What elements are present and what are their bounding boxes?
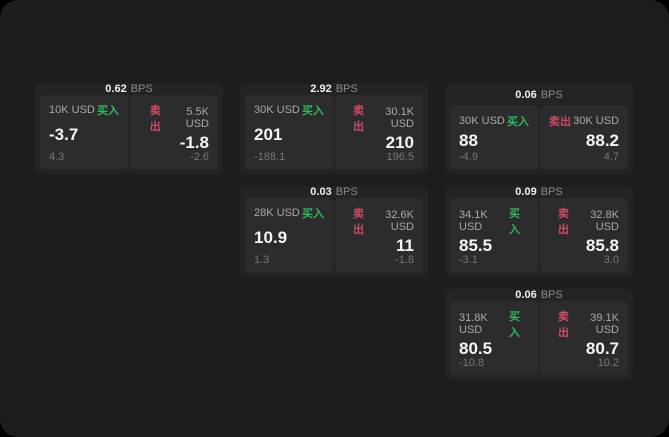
sell-change: 196.5 [386, 151, 414, 163]
sell-change: -1.8 [395, 254, 414, 266]
sell-price: 210 [385, 133, 414, 152]
buy-panel[interactable]: 28K USD 买入 10.9 1.3 [245, 198, 333, 272]
sell-label: 卖出 [557, 208, 569, 236]
spread-header: 0.09 BPS [450, 186, 628, 198]
buy-change: 1.3 [254, 254, 270, 266]
buy-size: 10K USD [49, 104, 95, 116]
sell-panel[interactable]: 卖出 32.8K USD 85.8 3.0 [540, 198, 628, 272]
buy-size: 31.8K USD [459, 312, 488, 336]
spread-header: 2.92 BPS [245, 83, 423, 95]
sell-price: -1.8 [179, 133, 209, 152]
spread-value: 0.62 [105, 83, 127, 95]
spread-header: 0.06 BPS [450, 83, 628, 106]
buy-label: 买入 [302, 105, 324, 117]
quote-card: 0.06 BPS 31.8K USD 买入 80.5 -10.8 卖出 39.1… [445, 289, 633, 380]
sell-price: 80.7 [585, 339, 619, 358]
sell-label: 卖出 [149, 105, 161, 133]
spread-header: 0.62 BPS [40, 83, 218, 95]
sell-size: 5.5K USD [185, 106, 209, 130]
sell-change: 10.2 [597, 357, 619, 369]
buy-change: -3.1 [459, 254, 478, 266]
sell-size: 30K USD [573, 115, 619, 127]
buy-panel[interactable]: 10K USD 买入 -3.7 4.3 [40, 95, 128, 169]
buy-size: 28K USD [254, 207, 300, 219]
quote-card: 0.06 BPS 30K USD 买入 88 -4.9 卖出 30K USD [445, 83, 633, 174]
sell-change: 4.7 [603, 151, 619, 163]
sell-label: 卖出 [557, 311, 569, 339]
sell-panel[interactable]: 卖出 39.1K USD 80.7 10.2 [540, 301, 628, 375]
quote-card: 2.92 BPS 30K USD 买入 201 -188.1 卖出 30.1K … [240, 83, 428, 174]
spread-value: 0.09 [515, 186, 537, 198]
buy-change: -4.9 [459, 151, 478, 163]
sell-size: 39.1K USD [590, 312, 619, 336]
sell-change: 3.0 [603, 254, 619, 266]
buy-change: -10.8 [459, 357, 485, 369]
bps-label: BPS [335, 83, 358, 95]
sell-label: 卖出 [352, 208, 364, 236]
buy-panel[interactable]: 34.1K USD 买入 85.5 -3.1 [450, 198, 538, 272]
buy-label: 买入 [507, 116, 529, 128]
buy-price: 201 [254, 125, 283, 144]
quote-card: 0.62 BPS 10K USD 买入 -3.7 4.3 卖出 5.5K USD [35, 83, 223, 174]
spread-value: 0.03 [310, 186, 332, 198]
bps-label: BPS [335, 186, 358, 198]
quote-grid: 0.62 BPS 10K USD 买入 -3.7 4.3 卖出 5.5K USD [35, 83, 633, 380]
buy-price: 80.5 [459, 339, 493, 358]
bps-label: BPS [540, 88, 563, 101]
buy-panel[interactable]: 30K USD 买入 201 -188.1 [245, 95, 333, 169]
sell-change: -2.6 [190, 151, 209, 163]
sell-price: 85.8 [585, 236, 619, 255]
spread-header: 0.03 BPS [245, 186, 423, 198]
spread-value: 0.06 [515, 88, 537, 101]
sell-panel[interactable]: 卖出 5.5K USD -1.8 -2.6 [130, 95, 218, 169]
sell-panel[interactable]: 卖出 30.1K USD 210 196.5 [335, 95, 423, 169]
buy-price: -3.7 [49, 125, 79, 144]
sell-size: 32.6K USD [385, 209, 414, 233]
buy-price: 88 [459, 130, 478, 150]
sell-size: 32.8K USD [590, 209, 619, 233]
buy-panel[interactable]: 30K USD 买入 88 -4.9 [450, 106, 538, 169]
buy-label: 买入 [302, 208, 324, 220]
spread-value: 2.92 [310, 83, 332, 95]
spread-value: 0.06 [515, 289, 537, 301]
buy-change: -188.1 [254, 151, 286, 163]
bps-label: BPS [130, 83, 153, 95]
sell-panel[interactable]: 卖出 32.6K USD 11 -1.8 [335, 198, 423, 272]
sell-price: 88.2 [585, 130, 619, 150]
bps-label: BPS [540, 289, 563, 301]
quote-card: 0.09 BPS 34.1K USD 买入 85.5 -3.1 卖出 32.8K… [445, 186, 633, 277]
sell-label: 卖出 [352, 105, 364, 133]
sell-price: 11 [396, 236, 414, 255]
bps-label: BPS [540, 186, 563, 198]
buy-size: 30K USD [254, 104, 300, 116]
buy-price: 10.9 [254, 228, 288, 247]
buy-size: 34.1K USD [459, 209, 488, 233]
sell-size: 30.1K USD [385, 106, 414, 130]
buy-label: 买入 [509, 311, 521, 339]
spread-header: 0.06 BPS [450, 289, 628, 301]
sell-panel[interactable]: 卖出 30K USD 88.2 4.7 [540, 106, 628, 169]
buy-label: 买入 [97, 105, 119, 117]
quote-card: 0.03 BPS 28K USD 买入 10.9 1.3 卖出 32.6K US… [240, 186, 428, 277]
buy-panel[interactable]: 31.8K USD 买入 80.5 -10.8 [450, 301, 538, 375]
sell-label: 卖出 [549, 116, 571, 128]
buy-change: 4.3 [49, 151, 65, 163]
buy-size: 30K USD [459, 115, 505, 127]
buy-label: 买入 [509, 208, 521, 236]
buy-price: 85.5 [459, 236, 493, 255]
